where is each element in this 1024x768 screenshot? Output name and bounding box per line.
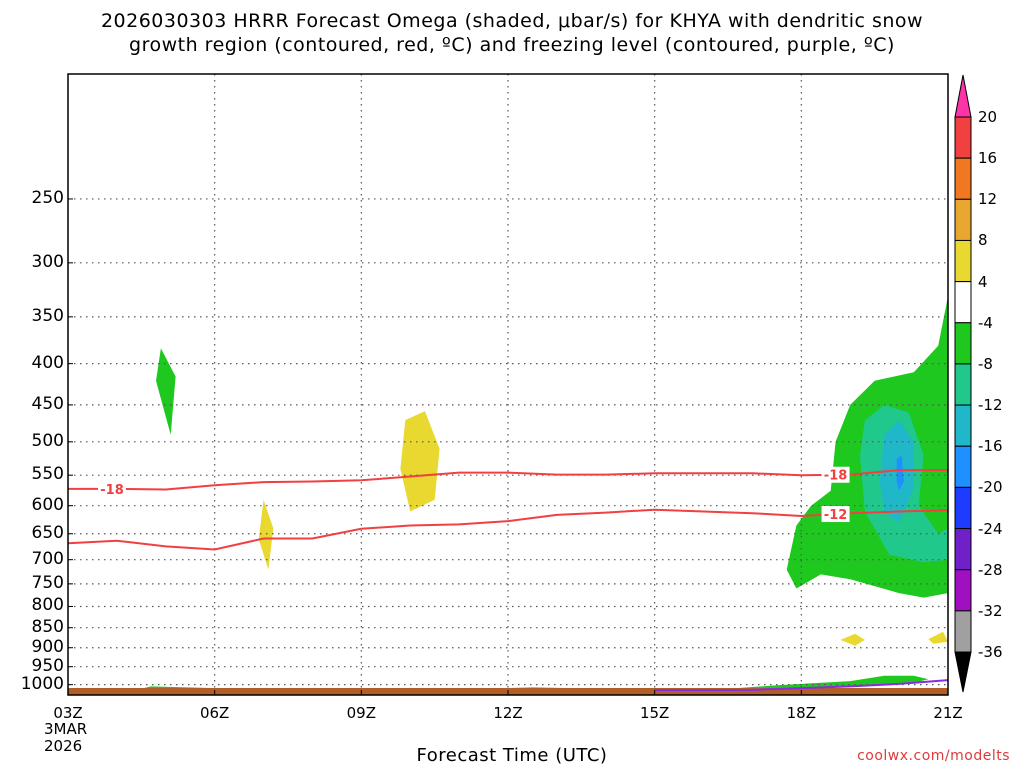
chart-title-line-2: growth region (contoured, red, ºC) and f… [129, 34, 895, 56]
y-tick-label: 500 [31, 430, 64, 451]
colorbar-band-9 [954, 445, 972, 488]
colorbar-label: -28 [978, 560, 1003, 579]
omega-region-1 [400, 411, 440, 512]
isotherm-label--18-0: -18 [100, 483, 124, 498]
colorbar-label: 20 [978, 108, 998, 126]
y-tick-label: 550 [31, 464, 64, 485]
colorbar-label: -8 [978, 354, 993, 373]
colorbar-band-10 [954, 486, 972, 530]
colorbar-label: -4 [978, 313, 993, 332]
x-axis-title: Forecast Time (UTC) [416, 745, 608, 766]
omega-region-2 [258, 499, 274, 570]
colorbar-top-arrow [954, 74, 972, 118]
colorbar-label: -24 [978, 519, 1003, 538]
colorbar-label: 4 [978, 272, 988, 291]
isotherm-label--12-0: -12 [824, 508, 848, 523]
y-tick-label: 350 [31, 305, 64, 326]
colorbar-band-4 [954, 239, 972, 283]
colorbar-band-12 [954, 569, 972, 612]
y-tick-label: 450 [31, 393, 64, 414]
x-tick-label: 18Z [786, 704, 817, 722]
isotherm-label-bg--18-1 [821, 466, 850, 483]
y-tick-label: 1000 [20, 673, 64, 694]
isotherm-label--18-1: -18 [824, 469, 848, 484]
x-tick-label: 15Z [639, 704, 670, 722]
colorbar-band-11 [954, 528, 972, 571]
chart-title-line-1: 2026030303 HRRR Forecast Omega (shaded, … [100, 10, 924, 32]
isotherm-contour--18 [68, 469, 948, 491]
colorbar-label: 16 [978, 149, 998, 168]
colorbar-label: -32 [978, 601, 1003, 620]
y-tick-label: 250 [31, 187, 64, 208]
colorbar-label: -36 [978, 643, 1003, 661]
y-tick-label: 650 [31, 522, 64, 543]
plot-area [68, 74, 948, 695]
colorbar-band-13 [954, 610, 972, 653]
y-tick-label: 400 [31, 352, 64, 373]
colorbar-band-6 [954, 322, 972, 365]
isotherm-label-bg--18-0 [98, 480, 126, 497]
x-axis-date-year: 2026 [44, 737, 83, 755]
y-tick-label: 800 [31, 595, 64, 616]
y-tick-label: 700 [31, 548, 64, 569]
y-tick-label: 300 [31, 251, 64, 272]
y-tick-label: 750 [31, 572, 64, 593]
omega-region-8 [896, 455, 904, 491]
colorbar-band-2 [954, 157, 972, 200]
x-tick-label: 21Z [933, 704, 963, 722]
source-credit: coolwx.com/modelts [857, 748, 1010, 764]
colorbar-band-7 [954, 363, 972, 406]
colorbar-label: -16 [978, 437, 1003, 456]
colorbar-bottom-arrow [954, 651, 972, 693]
isotherm-label-bg--12-0 [821, 506, 850, 523]
omega-region-3 [840, 633, 865, 646]
omega-region-0 [156, 348, 176, 435]
omega-region-7 [879, 420, 914, 523]
freezing-level-contour [654, 679, 949, 691]
y-tick-label: 600 [31, 494, 64, 515]
x-tick-label: 09Z [346, 704, 377, 722]
y-tick-label: 850 [31, 616, 64, 637]
x-tick-label: 12Z [493, 704, 523, 722]
colorbar-label: -20 [978, 478, 1003, 497]
colorbar-band-1 [954, 116, 972, 159]
colorbar-label: 8 [978, 231, 988, 250]
y-tick-label: 950 [31, 655, 64, 676]
colorbar-label: -12 [978, 396, 1003, 415]
colorbar-band-5 [954, 281, 972, 324]
colorbar-label: 12 [978, 190, 998, 209]
x-axis-date-day: 3MAR [44, 720, 88, 738]
omega-region-4 [928, 631, 948, 644]
colorbar-band-8 [954, 404, 972, 447]
colorbar-band-3 [954, 198, 972, 241]
x-tick-label: 03Z [53, 704, 83, 722]
x-tick-label: 06Z [199, 704, 230, 722]
y-tick-label: 900 [31, 636, 64, 657]
isotherm-contour--12 [67, 508, 949, 551]
